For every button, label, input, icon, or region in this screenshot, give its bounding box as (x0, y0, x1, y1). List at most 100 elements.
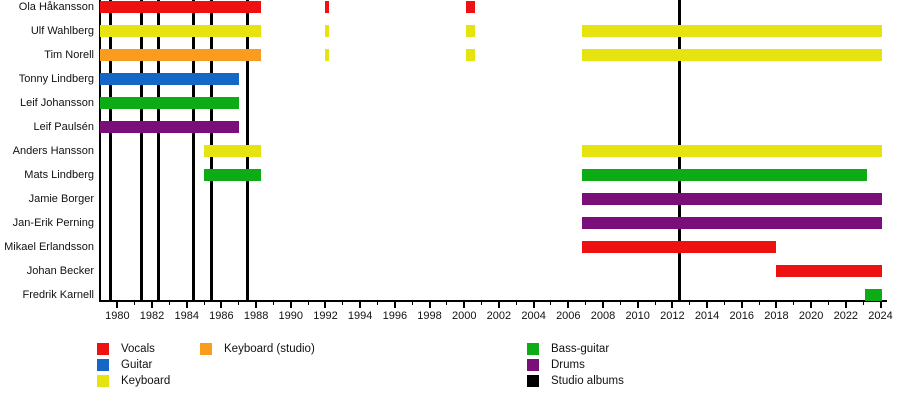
timeline-bar-keyboard (204, 145, 262, 157)
x-axis-minor-tick (203, 302, 205, 305)
legend-swatch-drums (527, 359, 539, 371)
timeline-bar-drums (100, 121, 239, 133)
x-axis-minor-tick (307, 302, 309, 305)
timeline-bar-keyboard (582, 145, 883, 157)
x-axis-major-tick (220, 302, 223, 308)
legend-swatch-keyboard_studio (200, 343, 212, 355)
x-axis-minor-tick (377, 302, 379, 305)
x-axis-minor-tick (342, 302, 344, 305)
x-axis-minor-tick (654, 302, 656, 305)
legend-label-vocals: Vocals (121, 343, 155, 355)
x-axis-tick-label: 1990 (278, 310, 304, 322)
x-axis-major-tick (602, 302, 604, 308)
x-axis-major-tick (255, 302, 258, 308)
x-axis-tick-label: 2010 (625, 310, 650, 322)
member-name-label: Fredrik Karnell (22, 289, 94, 301)
timeline-bar-keyboard (325, 25, 329, 37)
member-name-label: Tonny Lindberg (18, 73, 94, 85)
timeline-bar-drums (582, 217, 883, 229)
x-axis-minor-tick (793, 302, 795, 305)
x-axis-major-tick (289, 302, 292, 308)
legend-swatch-bass (527, 343, 539, 355)
studio-album-marker-line (140, 0, 144, 301)
x-axis-major-tick (497, 302, 500, 308)
x-axis-major-tick (636, 302, 639, 308)
legend-label-guitar: Guitar (121, 359, 153, 371)
x-axis-tick-label: 2020 (798, 310, 824, 322)
timeline-bar-drums (582, 193, 883, 205)
timeline-bar-keyboard (582, 25, 883, 37)
x-axis-minor-tick (689, 302, 691, 305)
x-axis-major-tick (116, 302, 119, 308)
x-axis-tick-label: 1982 (139, 310, 165, 322)
member-name-label: Mikael Erlandsson (4, 241, 94, 253)
member-name-label: Tim Norell (44, 49, 94, 61)
studio-album-marker-line (157, 0, 161, 301)
legend-label-keyboard: Keyboard (121, 375, 171, 387)
legend-label-drums: Drums (551, 359, 585, 371)
x-axis-major-tick (428, 302, 431, 308)
member-name-label: Ola Håkansson (18, 1, 94, 13)
timeline-bar-bass (582, 169, 867, 181)
x-axis-tick-label: 1996 (382, 310, 408, 322)
timeline-bar-keyboard (465, 49, 475, 61)
x-axis-minor-tick (723, 302, 725, 305)
member-name-label: Anders Hansson (12, 145, 94, 157)
y-axis-line (99, 0, 101, 301)
x-axis-minor-tick (550, 302, 552, 305)
x-axis-minor-tick (134, 302, 136, 305)
timeline-bar-vocals (100, 1, 262, 13)
x-axis-major-tick (359, 302, 362, 308)
x-axis-major-tick (844, 302, 847, 308)
timeline-bar-vocals (325, 1, 329, 13)
x-axis-major-tick (706, 302, 709, 308)
x-axis-minor-tick (827, 302, 829, 305)
member-name-label: Leif Johansson (20, 97, 94, 109)
x-axis-tick-label: 1998 (417, 310, 442, 322)
member-name-label: Leif Paulsén (33, 121, 94, 133)
x-axis-minor-tick (446, 302, 448, 305)
x-axis-major-tick (775, 302, 778, 308)
x-axis-major-tick (324, 302, 327, 308)
member-name-label: Mats Lindberg (24, 169, 94, 181)
x-axis-minor-tick (585, 302, 587, 305)
x-axis-tick-label: 1988 (243, 310, 269, 322)
x-axis-minor-tick (168, 302, 170, 305)
member-name-label: Jan-Erik Perning (12, 217, 94, 229)
x-axis-tick-label: 2016 (729, 310, 754, 322)
x-axis-tick-label: 2012 (660, 310, 685, 322)
x-axis-major-tick (567, 302, 570, 308)
x-axis-major-tick (810, 302, 813, 308)
legend-label-bass: Bass-guitar (551, 343, 610, 355)
timeline-bar-vocals (465, 1, 475, 13)
x-axis-major-tick (532, 302, 535, 308)
timeline-bar-bass (204, 169, 262, 181)
legend-swatch-guitar (97, 359, 109, 371)
legend-swatch-vocals (97, 343, 109, 355)
timeline-bar-keyboard (325, 49, 329, 61)
studio-album-marker-line (108, 0, 112, 301)
x-axis-tick-label: 1992 (313, 310, 338, 322)
x-axis-minor-tick (619, 302, 621, 305)
x-axis-tick-label: 2006 (556, 310, 581, 322)
timeline-bar-keyboard (100, 25, 262, 37)
timeline-bar-keyboard (582, 49, 883, 61)
timeline-bar-bass (100, 97, 239, 109)
x-axis-major-tick (671, 302, 674, 308)
timeline-bar-vocals (582, 241, 777, 253)
timeline-bar-guitar (100, 73, 239, 85)
x-axis-minor-tick (515, 302, 517, 305)
x-axis-minor-tick (411, 302, 413, 305)
member-name-label: Johan Becker (26, 265, 94, 277)
x-axis-tick-label: 1984 (174, 310, 199, 322)
legend-label-keyboard_studio: Keyboard (studio) (224, 343, 315, 355)
timeline-bar-keyboard_studio (100, 49, 262, 61)
x-axis-minor-tick (862, 302, 864, 305)
x-axis-tick-label: 2024 (868, 310, 893, 322)
x-axis-minor-tick (238, 302, 240, 305)
band-timeline-chart: Ola Håkansson Ulf Wahlberg Tim Norell Tonny… (4, 0, 893, 322)
x-axis-tick-label: 2002 (486, 310, 512, 322)
x-axis-minor-tick (272, 302, 274, 305)
x-axis-minor-tick (758, 302, 760, 305)
x-axis-tick-label: 2018 (764, 310, 789, 322)
